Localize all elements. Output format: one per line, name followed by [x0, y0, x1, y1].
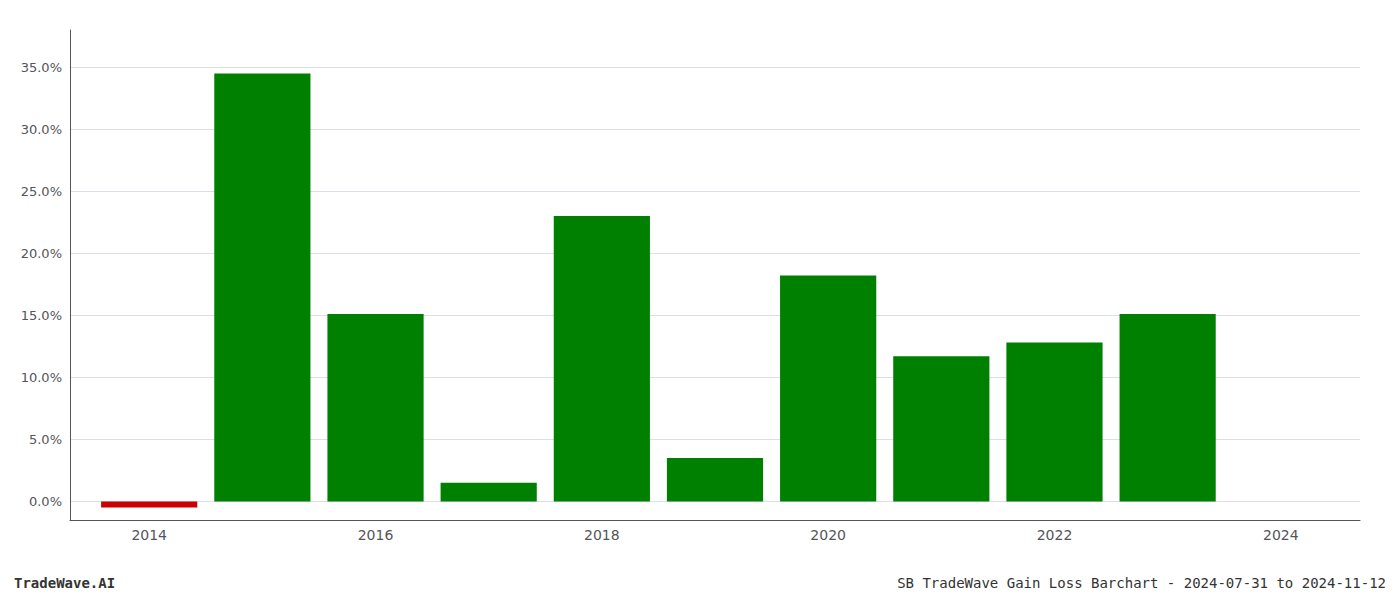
svg-text:TradeWave.AI: TradeWave.AI	[14, 575, 115, 591]
svg-text:25.0%: 25.0%	[21, 184, 62, 199]
svg-text:2014: 2014	[131, 527, 167, 543]
svg-text:30.0%: 30.0%	[21, 122, 62, 137]
svg-text:15.0%: 15.0%	[21, 308, 62, 323]
svg-text:SB TradeWave Gain Loss Barchar: SB TradeWave Gain Loss Barchart - 2024-0…	[897, 575, 1386, 591]
svg-text:5.0%: 5.0%	[29, 432, 62, 447]
svg-text:2024: 2024	[1263, 527, 1299, 543]
svg-text:10.0%: 10.0%	[21, 370, 62, 385]
svg-text:0.0%: 0.0%	[29, 494, 62, 509]
svg-text:2022: 2022	[1037, 527, 1073, 543]
svg-text:2020: 2020	[810, 527, 846, 543]
svg-text:2018: 2018	[584, 527, 620, 543]
svg-text:35.0%: 35.0%	[21, 60, 62, 75]
svg-text:20.0%: 20.0%	[21, 246, 62, 261]
svg-text:2016: 2016	[358, 527, 394, 543]
